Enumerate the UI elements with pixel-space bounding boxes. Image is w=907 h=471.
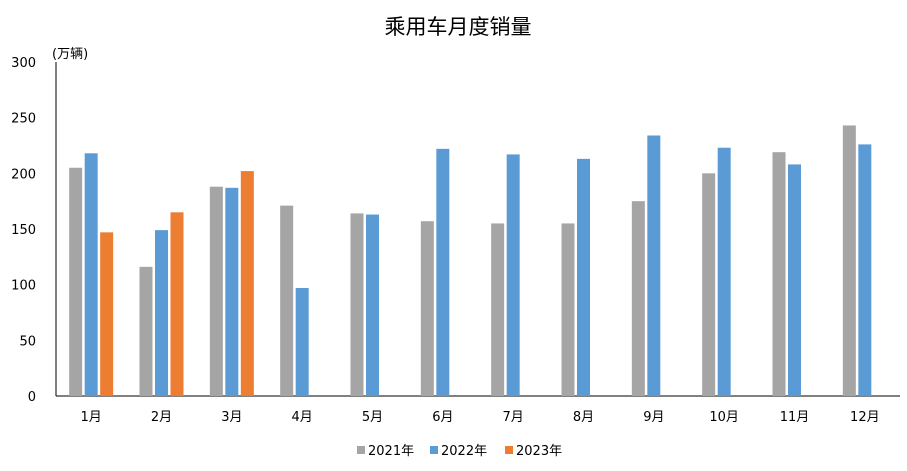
y-tick-label: 0 [28,390,36,405]
bar-2023年-2月 [170,212,184,396]
x-tick-label: 5月 [362,410,383,425]
legend-label: 2023年 [516,444,562,459]
legend-label: 2021年 [368,444,414,459]
legend: 2021年 2022年 2023年 [357,444,562,459]
bar-2023年-1月 [100,232,114,396]
legend-label: 2022年 [441,444,487,459]
bar-2021年-5月 [350,213,364,396]
x-tick-label: 7月 [503,410,524,425]
y-tick-label: 200 [11,167,36,182]
bar-2021年-4月 [280,205,294,396]
bar-2021年-3月 [209,186,223,396]
x-tick-label: 1月 [81,410,102,425]
bar-2022年-6月 [436,148,450,396]
bar-2022年-2月 [155,230,168,396]
bar-2023年-3月 [240,171,254,396]
bar-2022年-5月 [366,214,379,396]
x-tick-label: 2月 [151,410,172,425]
bar-2022年-10月 [717,147,731,396]
x-tick-label: 8月 [573,410,594,425]
y-tick-label: 150 [11,223,36,238]
bar-2022年-7月 [506,154,520,396]
x-tick-label: 9月 [643,410,664,425]
bar-2022年-8月 [577,158,590,396]
x-tick-label: 11月 [780,410,810,425]
bar-2022年-12月 [858,144,872,396]
x-tick-label: 3月 [221,410,242,425]
bar-2021年-7月 [491,223,505,396]
legend-swatch [430,446,438,454]
y-tick-label: 300 [11,56,36,71]
legend-swatch [505,446,513,454]
bar-2022年-11月 [788,164,801,396]
bar-2021年-8月 [561,223,575,396]
bar-2021年-6月 [420,221,434,396]
bar-2022年-9月 [647,135,661,397]
bar-2022年-1月 [84,153,98,396]
y-tick-label: 100 [11,279,36,294]
bar-2021年-12月 [842,125,856,397]
y-axis-unit-label: (万辆) [52,47,88,62]
bar-2021年-1月 [69,167,83,396]
bar-2022年-3月 [225,187,239,396]
y-tick-label: 50 [19,334,36,349]
y-tick-label: 250 [11,112,36,127]
bar-2021年-2月 [139,266,153,396]
legend-swatch [357,446,365,454]
x-tick-label: 4月 [292,410,313,425]
bar-2021年-9月 [631,201,645,396]
chart-title: 乘用车月度销量 [385,15,532,39]
x-tick-label: 10月 [709,410,739,425]
bar-2022年-4月 [295,288,309,396]
x-tick-label: 6月 [432,410,453,425]
bar-2021年-10月 [702,173,716,396]
x-tick-label: 12月 [850,410,880,425]
bar-2021年-11月 [772,152,786,396]
